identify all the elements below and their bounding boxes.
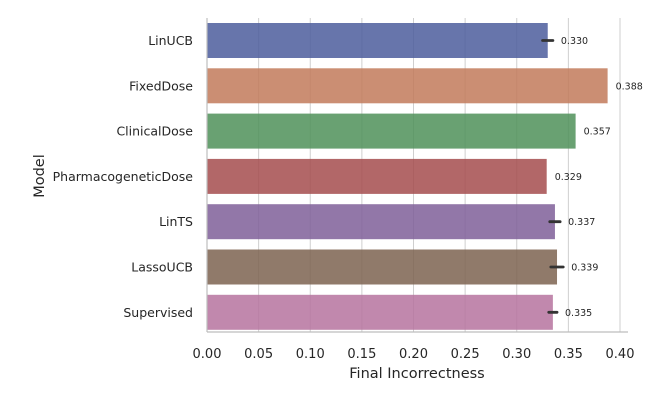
- category-label: LassoUCB: [131, 260, 193, 275]
- x-tick-label: 0.20: [399, 347, 428, 362]
- x-tick-label: 0.30: [502, 347, 531, 362]
- error-bars: [541, 39, 565, 314]
- bar: [207, 23, 548, 58]
- category-label: PharmacogeneticDose: [53, 169, 194, 184]
- value-label: 0.357: [584, 127, 611, 138]
- x-tick-label: 0.10: [296, 347, 325, 362]
- value-label: 0.388: [616, 81, 643, 92]
- bar: [207, 158, 547, 194]
- axes: [206, 18, 628, 333]
- category-label: FixedDose: [129, 78, 193, 93]
- x-tick-label: 0.15: [347, 347, 376, 362]
- y-axis-title: Model: [32, 154, 48, 198]
- category-label: LinUCB: [148, 33, 193, 48]
- value-labels: 0.330 0.388 0.357 0.329 0.337 0.339 0.335: [555, 36, 643, 319]
- x-tick-label: 0.00: [193, 347, 222, 362]
- x-tick-label: 0.40: [606, 347, 635, 362]
- x-tick-label: 0.35: [554, 347, 583, 362]
- x-tick-label: 0.05: [244, 347, 273, 362]
- value-label: 0.335: [565, 308, 592, 319]
- bar: [207, 249, 558, 285]
- category-label: LinTS: [159, 214, 193, 229]
- value-label: 0.339: [571, 263, 598, 274]
- value-label: 0.329: [555, 172, 582, 183]
- x-tick-labels: 0.00 0.05 0.10 0.15 0.20 0.25 0.30 0.35 0.40: [193, 347, 635, 362]
- value-label: 0.337: [568, 217, 595, 228]
- category-label: ClinicalDose: [116, 124, 193, 139]
- bar: [207, 68, 608, 104]
- bar: [207, 294, 553, 330]
- value-label: 0.330: [561, 36, 588, 47]
- bar: [207, 113, 576, 149]
- category-labels: LinUCB FixedDose ClinicalDose Pharmacogenet…: [53, 33, 194, 320]
- x-axis-title: Final Incorrectness: [349, 366, 484, 382]
- x-tick-label: 0.25: [451, 347, 480, 362]
- bar: [207, 204, 555, 240]
- bars: [207, 23, 608, 330]
- category-label: Supervised: [123, 305, 193, 320]
